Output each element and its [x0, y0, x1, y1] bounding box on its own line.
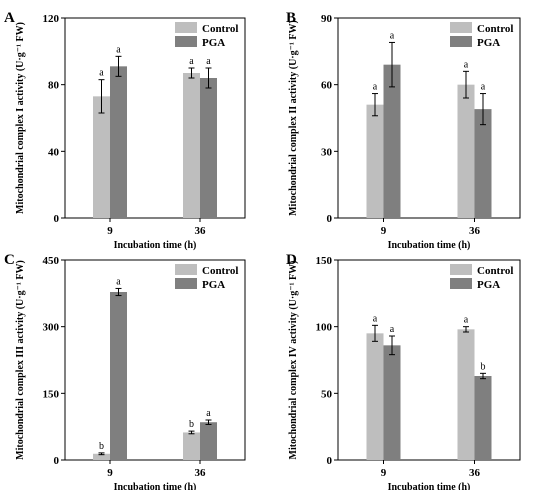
panel-letter: D	[286, 252, 297, 268]
bar-control-36	[457, 329, 475, 460]
significance-letter: a	[373, 82, 378, 93]
y-axis-title: Mitochondrial complex II activity (U·g⁻¹…	[288, 20, 299, 216]
y-tick-label: 40	[48, 146, 60, 158]
legend-swatch-control	[450, 264, 472, 275]
x-tick-label: 9	[381, 467, 387, 479]
y-tick-label: 150	[316, 255, 333, 267]
legend-label-control: Control	[477, 265, 513, 277]
legend-label-pga: PGA	[477, 37, 500, 49]
x-tick-label: 36	[195, 467, 207, 479]
x-tick-label: 9	[381, 225, 387, 237]
legend-swatch-pga	[450, 278, 472, 289]
y-tick-label: 80	[48, 80, 60, 92]
bar-control-9	[366, 333, 384, 460]
y-tick-label: 150	[43, 388, 60, 400]
y-axis-title: Mitochondrial complex III activity (U·g⁻…	[15, 260, 26, 460]
y-tick-label: 90	[321, 13, 333, 25]
y-tick-label: 450	[43, 255, 60, 267]
y-tick-label: 0	[54, 213, 60, 225]
y-tick-label: 0	[54, 455, 60, 467]
bar-pga-36	[200, 78, 217, 218]
panel-letter: A	[4, 10, 15, 26]
x-tick-label: 36	[195, 225, 207, 237]
significance-letter: a	[390, 324, 395, 335]
significance-letter: a	[189, 56, 194, 67]
legend-label-pga: PGA	[202, 37, 225, 49]
legend-swatch-control	[450, 22, 472, 33]
legend-swatch-control	[175, 264, 197, 275]
significance-letter: b	[99, 441, 104, 452]
y-tick-label: 0	[327, 455, 333, 467]
y-tick-label: 120	[43, 13, 60, 25]
chart-panel-b: B 0 30 60 90 9 a a 36 a a Incubation time (h) Mitoch…	[286, 10, 521, 251]
bar-pga-9	[110, 292, 127, 460]
legend-label-pga: PGA	[477, 279, 500, 291]
x-axis-title: Incubation time (h)	[114, 482, 197, 490]
bar-control-9	[93, 453, 110, 460]
y-tick-label: 100	[316, 322, 333, 334]
legend-label-control: Control	[202, 265, 238, 277]
y-tick-label: 30	[321, 146, 333, 158]
x-axis-title: Incubation time (h)	[388, 482, 471, 490]
significance-letter: b	[189, 419, 194, 430]
plot-frame	[337, 17, 521, 219]
bar-pga-9	[110, 66, 127, 218]
legend-swatch-pga	[450, 36, 472, 47]
legend-swatch-control	[175, 22, 197, 33]
y-tick-label: 0	[327, 213, 333, 225]
significance-letter: a	[464, 59, 469, 70]
significance-letter: b	[481, 361, 486, 372]
bar-control-9	[93, 96, 110, 218]
legend-label-pga: PGA	[202, 279, 225, 291]
significance-letter: a	[206, 408, 211, 419]
x-axis-title: Incubation time (h)	[388, 240, 471, 251]
x-axis-title: Incubation time (h)	[114, 240, 197, 251]
panel-letter: C	[4, 252, 15, 268]
y-axis-title: Mitochondrial complex IV activity (U·g⁻¹…	[288, 261, 299, 460]
chart-panel-c: C 0 150 300 450 9 b a 36 b a Incubation time (h) Mit…	[4, 252, 246, 490]
x-tick-label: 9	[107, 225, 113, 237]
bar-control-9	[366, 104, 384, 218]
legend-swatch-pga	[175, 278, 197, 289]
significance-letter: a	[99, 68, 104, 79]
x-tick-label: 9	[107, 467, 113, 479]
plot-frame	[64, 17, 246, 219]
y-axis-title: Mitochondrial complex I activity (U·g⁻¹ …	[15, 22, 26, 214]
significance-letter: a	[373, 313, 378, 324]
chart-panel-d: D 0 50 100 150 9 a a 36 a b Incubation time (h) Mito…	[286, 252, 521, 490]
significance-letter: a	[390, 30, 395, 41]
bar-pga-9	[383, 345, 401, 460]
bar-control-36	[457, 84, 475, 219]
bar-pga-9	[383, 64, 401, 219]
bar-pga-36	[474, 376, 492, 460]
x-tick-label: 36	[469, 467, 481, 479]
bar-pga-36	[200, 422, 217, 460]
chart-panel-a: A 0 40 80 120 9 a a 36 a a Incubation time (h) Mitoc…	[4, 10, 246, 251]
x-tick-label: 36	[469, 225, 481, 237]
legend-label-control: Control	[477, 23, 513, 35]
significance-letter: a	[116, 276, 121, 287]
bar-control-36	[183, 73, 200, 218]
y-tick-label: 50	[321, 388, 333, 400]
panel-letter: B	[286, 10, 296, 26]
y-tick-label: 300	[43, 322, 60, 334]
legend-swatch-pga	[175, 36, 197, 47]
significance-letter: a	[481, 82, 486, 93]
significance-letter: a	[116, 44, 121, 55]
plot-frame	[64, 259, 246, 461]
legend-label-control: Control	[202, 23, 238, 35]
y-tick-label: 60	[321, 80, 333, 92]
bar-pga-36	[474, 109, 492, 218]
plot-frame	[337, 259, 521, 461]
bar-control-36	[183, 432, 200, 460]
significance-letter: a	[464, 315, 469, 326]
significance-letter: a	[206, 56, 211, 67]
